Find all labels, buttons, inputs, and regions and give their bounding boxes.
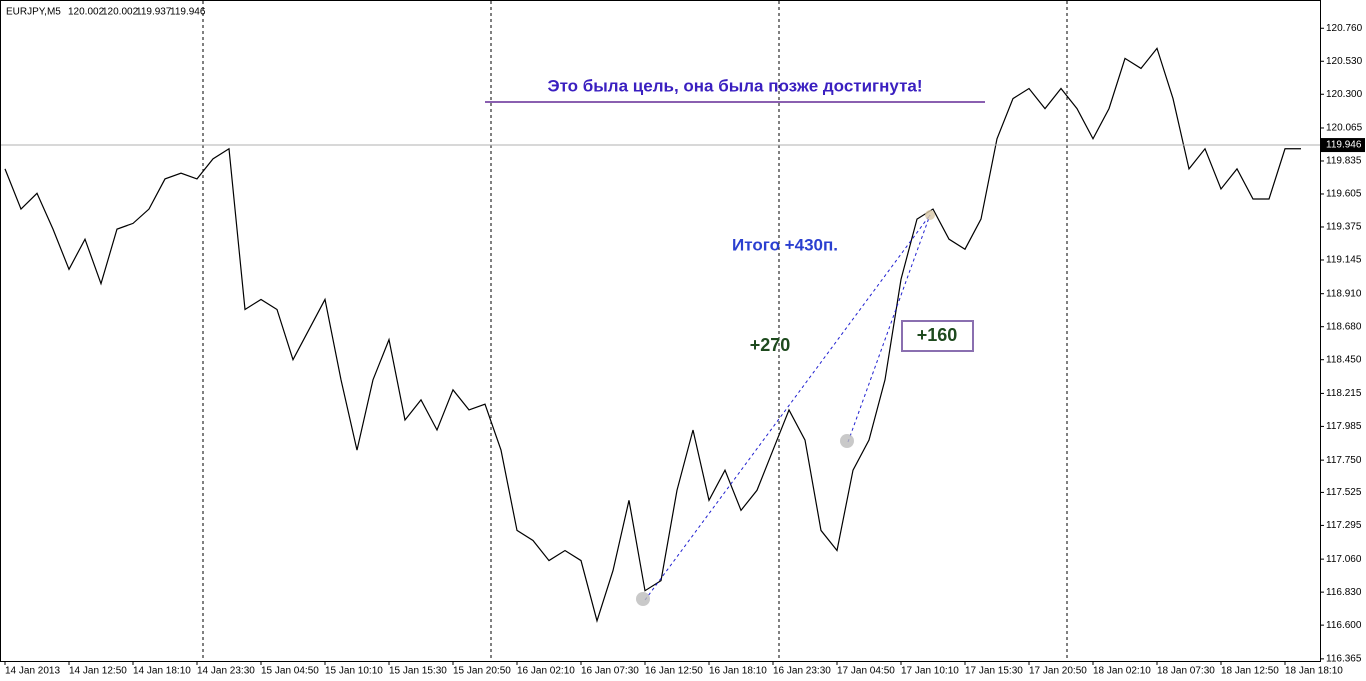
current-price-box [1321,138,1365,153]
ohlc-value: 120.002 [102,7,139,18]
y-tick-label: 118.215 [1326,388,1362,399]
x-tick-label: 16 Jan 18:10 [709,666,767,677]
x-tick-label: 14 Jan 18:10 [133,666,191,677]
x-tick-label: 16 Jan 23:30 [773,666,831,677]
ohlc-value: 120.002 [68,7,105,18]
ohlc-value: 119.937 [136,7,172,18]
x-tick-label: 18 Jan 02:10 [1093,666,1151,677]
x-tick-label: 15 Jan 15:30 [389,666,447,677]
y-tick-label: 118.680 [1326,321,1362,332]
x-tick-label: 18 Jan 07:30 [1157,666,1215,677]
x-tick-label: 16 Jan 12:50 [645,666,703,677]
x-tick-label: 15 Jan 04:50 [261,666,319,677]
y-tick-label: 119.375 [1326,222,1362,233]
y-tick-label: 118.910 [1326,288,1362,299]
annotation-profit: +160 [917,325,958,345]
y-tick-label: 117.985 [1326,421,1362,432]
y-tick-label: 120.530 [1326,56,1363,67]
x-tick-label: 18 Jan 18:10 [1285,666,1343,677]
y-tick-label: 116.600 [1326,620,1362,631]
x-tick-label: 17 Jan 04:50 [837,666,895,677]
annotation-target: Это была цель, она была позже достигнута… [547,76,922,95]
x-tick-label: 17 Jan 20:50 [1029,666,1087,677]
current-price-label: 119.946 [1326,140,1362,151]
y-tick-label: 120.760 [1326,23,1363,34]
day-separators [202,1,1068,661]
y-tick-label: 117.525 [1326,487,1362,498]
y-tick-label: 116.830 [1326,587,1362,598]
annotation-box [901,320,974,352]
trade-line [847,214,931,443]
y-tick-label: 116.365 [1326,653,1362,664]
y-tick-label: 117.750 [1326,455,1362,466]
y-tick-label: 118.450 [1326,354,1362,365]
trade-exit [925,210,935,220]
x-tick-label: 16 Jan 07:30 [581,666,639,677]
trade-entry [840,434,854,448]
plot-frame [0,0,1321,662]
title-row: EURJPY,M5 120.002 120.002 119.937 119.94… [6,7,206,18]
trade-line [644,214,931,601]
x-tick-label: 18 Jan 12:50 [1221,666,1279,677]
y-tick-label: 117.295 [1326,520,1362,531]
x-tick-label: 16 Jan 02:10 [517,666,575,677]
y-tick-label: 120.065 [1326,123,1363,134]
annotation-total: Итого +430п. [732,235,838,254]
price-line [4,47,1301,623]
y-tick-label: 119.835 [1326,156,1362,167]
y-tick-label: 120.300 [1326,89,1363,100]
x-tick-label: 14 Jan 2013 [5,666,60,677]
x-tick-label: 14 Jan 23:30 [197,666,255,677]
annotation-profit: +270 [750,335,791,355]
x-tick-label: 17 Jan 10:10 [901,666,959,677]
y-tick-label: 119.605 [1326,189,1362,200]
trade-entry [636,592,650,606]
y-tick-label: 119.145 [1326,255,1362,266]
x-tick-label: 15 Jan 10:10 [325,666,383,677]
x-tick-label: 17 Jan 15:30 [965,666,1023,677]
x-tick-label: 14 Jan 12:50 [69,666,127,677]
y-tick-label: 117.060 [1326,554,1362,565]
x-tick-label: 15 Jan 20:50 [453,666,511,677]
trades [636,210,935,606]
symbol-title: EURJPY,M5 [6,7,61,18]
ohlc-value: 119.946 [170,7,206,18]
